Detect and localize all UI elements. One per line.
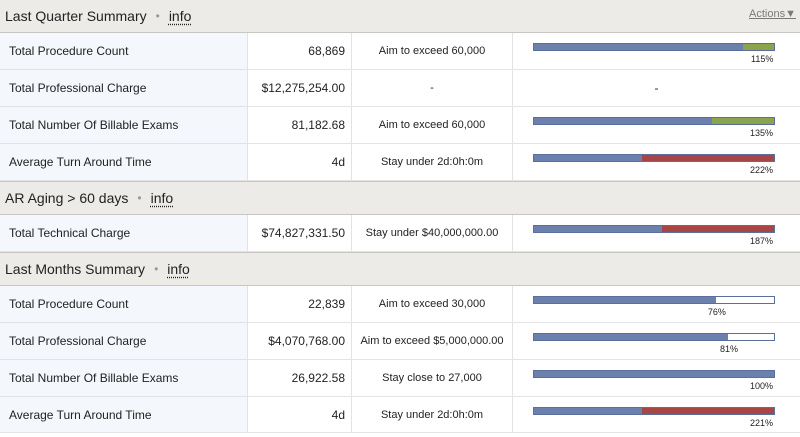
progress-cell: - bbox=[513, 70, 800, 106]
metric-value: 68,869 bbox=[248, 33, 352, 69]
progress-fill bbox=[534, 226, 663, 232]
metric-label: Total Procedure Count bbox=[0, 286, 248, 322]
progress-bar bbox=[533, 43, 775, 51]
separator-dot: • bbox=[155, 9, 160, 23]
progress-overflow bbox=[711, 118, 774, 124]
actions-menu[interactable]: Actions▼ bbox=[749, 8, 796, 20]
table-row: Total Procedure Count 22,839 Aim to exce… bbox=[0, 286, 800, 323]
progress-overflow bbox=[742, 44, 774, 50]
metric-label: Total Professional Charge bbox=[0, 323, 248, 359]
metric-value: 22,839 bbox=[248, 286, 352, 322]
metric-value: $12,275,254.00 bbox=[248, 70, 352, 106]
table-row: Average Turn Around Time 4d Stay under 2… bbox=[0, 144, 800, 181]
section-header-ar-aging: AR Aging > 60 days • info bbox=[0, 181, 800, 215]
metric-goal: Stay under 2d:0h:0m bbox=[352, 144, 513, 180]
progress-percent: 221% bbox=[750, 418, 774, 428]
progress-bar bbox=[533, 296, 775, 304]
table-row: Average Turn Around Time 4d Stay under 2… bbox=[0, 397, 800, 433]
progress-percent: 222% bbox=[750, 165, 774, 175]
progress-bar bbox=[533, 333, 775, 341]
metric-goal: Aim to exceed 60,000 bbox=[352, 33, 513, 69]
progress-cell: 100% bbox=[513, 360, 800, 396]
table-row: Total Technical Charge $74,827,331.50 St… bbox=[0, 215, 800, 252]
progress-fill bbox=[534, 334, 729, 340]
section-title: Last Months Summary bbox=[5, 261, 146, 277]
metric-value: 26,922.58 bbox=[248, 360, 352, 396]
progress-percent: 100% bbox=[750, 381, 774, 391]
progress-fill bbox=[534, 44, 743, 50]
progress-overflow bbox=[642, 155, 774, 161]
progress-bar bbox=[533, 225, 775, 233]
metric-goal: Stay under 2d:0h:0m bbox=[352, 397, 513, 432]
metric-goal: Stay close to 27,000 bbox=[352, 360, 513, 396]
progress-fill bbox=[534, 371, 774, 377]
progress-overflow bbox=[642, 408, 774, 414]
metric-goal: Aim to exceed 60,000 bbox=[352, 107, 513, 143]
metric-value: 81,182.68 bbox=[248, 107, 352, 143]
progress-percent: 135% bbox=[750, 128, 774, 138]
metric-value: 4d bbox=[248, 144, 352, 180]
metric-label: Total Technical Charge bbox=[0, 215, 248, 251]
progress-cell: 135% bbox=[513, 107, 800, 143]
progress-bar bbox=[533, 154, 775, 162]
metric-label: Total Number Of Billable Exams bbox=[0, 360, 248, 396]
separator-dot: • bbox=[137, 191, 142, 205]
separator-dot: • bbox=[154, 262, 159, 276]
section-header-last-months: Last Months Summary • info bbox=[0, 252, 800, 286]
table-row: Total Number Of Billable Exams 26,922.58… bbox=[0, 360, 800, 397]
table-row: Total Number Of Billable Exams 81,182.68… bbox=[0, 107, 800, 144]
metric-value: $4,070,768.00 bbox=[248, 323, 352, 359]
progress-bar bbox=[533, 370, 775, 378]
metric-label: Total Procedure Count bbox=[0, 33, 248, 69]
progress-percent: 115% bbox=[751, 54, 774, 64]
metric-label: Total Number Of Billable Exams bbox=[0, 107, 248, 143]
metric-label: Average Turn Around Time bbox=[0, 397, 248, 432]
metric-goal: Aim to exceed 30,000 bbox=[352, 286, 513, 322]
progress-cell: 187% bbox=[513, 215, 800, 251]
progress-overflow bbox=[662, 226, 774, 232]
progress-cell: 115% bbox=[513, 33, 800, 69]
metric-value: 4d bbox=[248, 397, 352, 432]
progress-bar bbox=[533, 117, 775, 125]
metric-goal: Aim to exceed $5,000,000.00 bbox=[352, 323, 513, 359]
table-row: Total Professional Charge $12,275,254.00… bbox=[0, 70, 800, 107]
table-row: Total Professional Charge $4,070,768.00 … bbox=[0, 323, 800, 360]
info-link[interactable]: info bbox=[150, 190, 174, 206]
progress-fill bbox=[534, 155, 642, 161]
progress-fill bbox=[534, 408, 642, 414]
metric-label: Total Professional Charge bbox=[0, 70, 248, 106]
progress-cell: 222% bbox=[513, 144, 800, 180]
progress-percent: 187% bbox=[750, 236, 774, 246]
metric-value: $74,827,331.50 bbox=[248, 215, 352, 251]
progress-fill bbox=[534, 297, 717, 303]
section-title: AR Aging > 60 days bbox=[5, 190, 129, 206]
info-link[interactable]: info bbox=[167, 261, 190, 277]
metric-goal: - bbox=[352, 70, 513, 106]
table-row: Total Procedure Count 68,869 Aim to exce… bbox=[0, 33, 800, 70]
progress-cell: 76% bbox=[513, 286, 800, 322]
metric-goal: Stay under $40,000,000.00 bbox=[352, 215, 513, 251]
no-progress-dash: - bbox=[654, 81, 659, 95]
progress-bar bbox=[533, 407, 775, 415]
section-title: Last Quarter Summary bbox=[5, 8, 147, 24]
progress-cell: 221% bbox=[513, 397, 800, 432]
progress-percent: 81% bbox=[720, 344, 739, 354]
section-header-last-quarter: Last Quarter Summary • info Actions▼ bbox=[0, 0, 800, 33]
progress-percent: 76% bbox=[707, 307, 726, 317]
progress-cell: 81% bbox=[513, 323, 800, 359]
metric-label: Average Turn Around Time bbox=[0, 144, 248, 180]
progress-fill bbox=[534, 118, 712, 124]
info-link[interactable]: info bbox=[168, 8, 192, 24]
